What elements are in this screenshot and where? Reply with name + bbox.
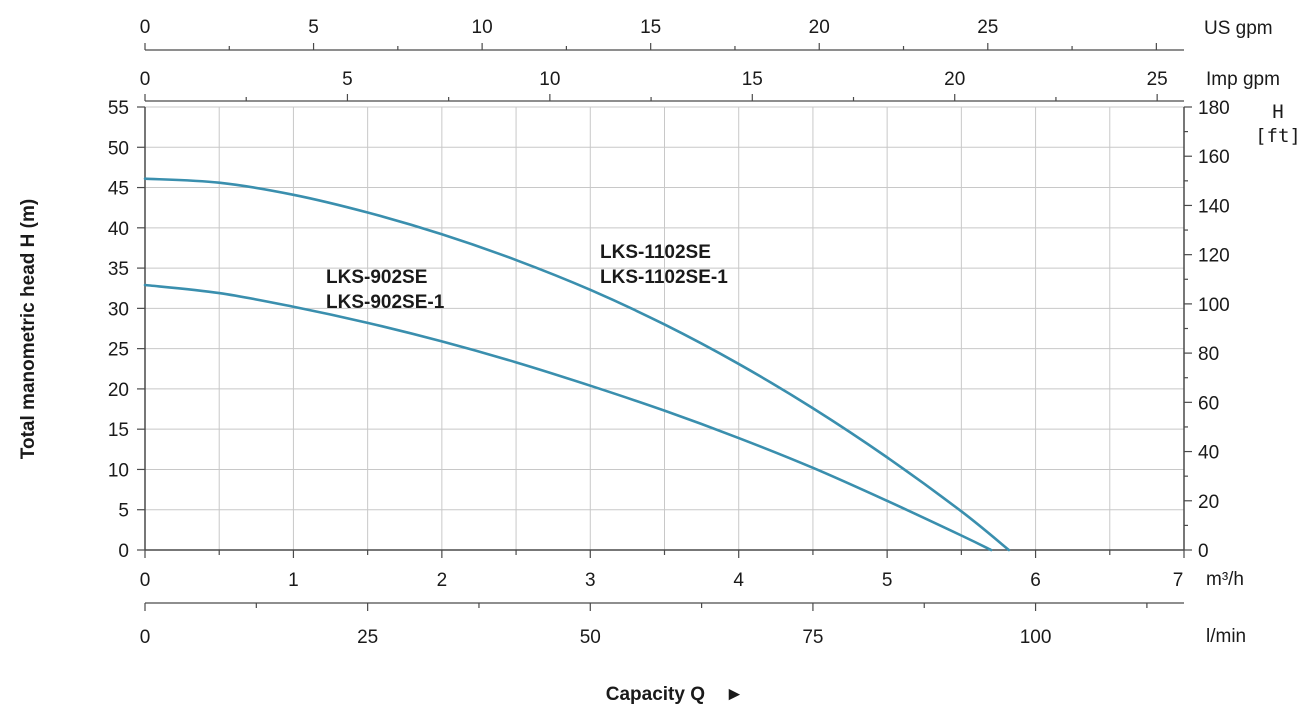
series-label-2: LKS-902SE xyxy=(326,267,427,288)
ft-tick-label: 40 xyxy=(1198,443,1219,464)
ft-tick-label: 120 xyxy=(1198,246,1230,267)
y-tick-label: 30 xyxy=(108,299,129,320)
series-label-2: LKS-902SE-1 xyxy=(326,292,445,313)
imp-gpm-tick-label: 10 xyxy=(539,69,560,90)
x-axis-arrow: ► xyxy=(725,684,744,705)
us-gpm-tick-label: 25 xyxy=(977,17,998,38)
l-min-tick-label: 25 xyxy=(357,627,378,648)
series-label-1: LKS-1102SE xyxy=(600,242,711,263)
imp-gpm-tick-label: 15 xyxy=(742,69,763,90)
ft-tick-label: 0 xyxy=(1198,541,1209,562)
us-gpm-tick-label: 10 xyxy=(472,17,493,38)
ft-tick-label: 180 xyxy=(1198,98,1230,119)
us-gpm-tick-label: 15 xyxy=(640,17,661,38)
y-tick-label: 15 xyxy=(108,420,129,441)
y-axis-title: Total manometric head H (m) xyxy=(18,199,39,459)
y-tick-label: 5 xyxy=(118,501,129,522)
imp-gpm-tick-label: 20 xyxy=(944,69,965,90)
x-tick-label: 4 xyxy=(733,570,744,591)
y-tick-label: 25 xyxy=(108,340,129,361)
imp-gpm-unit: Imp gpm xyxy=(1206,69,1280,90)
series-label-1: LKS-1102SE-1 xyxy=(600,267,728,288)
x-tick-label: 2 xyxy=(437,570,448,591)
y-tick-label: 0 xyxy=(118,541,129,562)
imp-gpm-tick-label: 0 xyxy=(140,69,151,90)
grid xyxy=(145,107,1184,550)
y-tick-label: 40 xyxy=(108,219,129,240)
us-gpm-unit: US gpm xyxy=(1204,18,1273,39)
ft-tick-label: 20 xyxy=(1198,492,1219,513)
us-gpm-tick-label: 5 xyxy=(308,17,319,38)
x-tick-label: 0 xyxy=(140,570,151,591)
x-tick-label: 5 xyxy=(882,570,893,591)
y-tick-label: 45 xyxy=(108,179,129,200)
series-line-2 xyxy=(145,285,991,550)
l-min-tick-label: 50 xyxy=(580,627,601,648)
x-axis-title-text: Capacity Q xyxy=(606,684,705,705)
x-axis-title: Capacity Q ► xyxy=(606,684,744,705)
l-min-unit: l/min xyxy=(1206,626,1246,647)
series-line-1 xyxy=(145,179,1009,550)
ft-tick-label: 100 xyxy=(1198,295,1230,316)
h-ft-unit-bottom: [ft] xyxy=(1255,125,1301,147)
l-min-tick-label: 75 xyxy=(802,627,823,648)
ft-tick-label: 60 xyxy=(1198,393,1219,414)
series: LKS-1102SE LKS-1102SE-1 LKS-902SE LKS-902SE… xyxy=(145,179,1009,550)
ft-tick-label: 140 xyxy=(1198,196,1230,217)
y-tick-label: 20 xyxy=(108,380,129,401)
us-gpm-tick-label: 0 xyxy=(140,17,151,38)
y-tick-label: 50 xyxy=(108,138,129,159)
x-tick-label: 7 xyxy=(1173,570,1184,591)
y-tick-label: 55 xyxy=(108,98,129,119)
x-tick-label: 6 xyxy=(1030,570,1041,591)
x-tick-label: 1 xyxy=(288,570,299,591)
x-unit-m3h: m³/h xyxy=(1206,569,1244,590)
ft-tick-label: 80 xyxy=(1198,344,1219,365)
us-gpm-tick-label: 20 xyxy=(809,17,830,38)
ft-tick-label: 160 xyxy=(1198,147,1230,168)
imp-gpm-tick-label: 5 xyxy=(342,69,353,90)
y-tick-label: 35 xyxy=(108,259,129,280)
l-min-tick-label: 0 xyxy=(140,627,151,648)
imp-gpm-tick-label: 25 xyxy=(1147,69,1168,90)
l-min-tick-label: 100 xyxy=(1020,627,1052,648)
h-ft-unit-top: H xyxy=(1272,101,1283,123)
y-tick-label: 10 xyxy=(108,460,129,481)
x-tick-label: 3 xyxy=(585,570,596,591)
